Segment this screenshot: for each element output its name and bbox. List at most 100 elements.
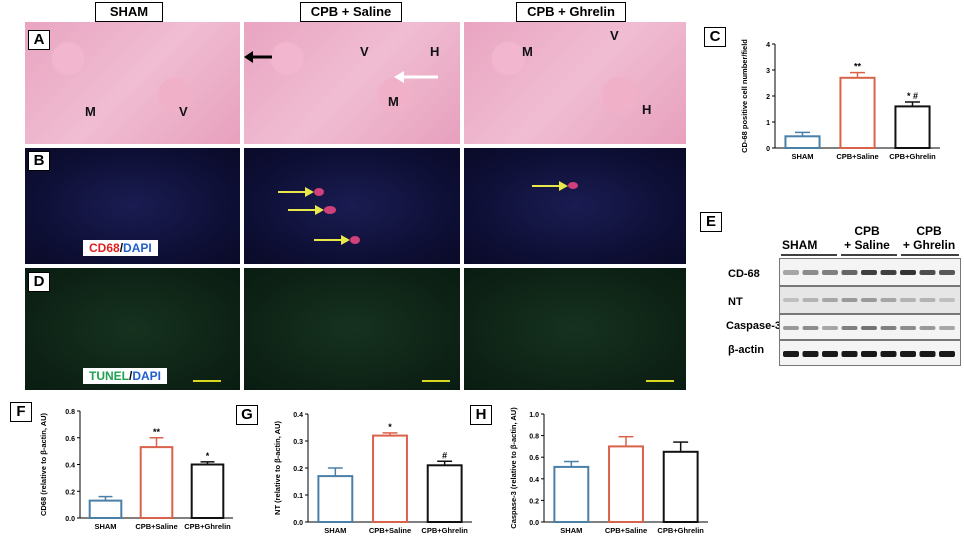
scale-bar bbox=[646, 380, 674, 382]
y-axis-label: NT (relative to β-actin, AU) bbox=[273, 421, 282, 515]
panel-label-c: C bbox=[704, 27, 726, 47]
chart-c: 0 1 2 3 4 SHAM ** CPB+Saline * # CPB+Ghrelin CD-68… bbox=[740, 39, 940, 161]
stain-tunel: TUNEL bbox=[89, 369, 129, 383]
chart-h: 0.0 0.2 0.4 0.6 0.8 1.0 SHAM CPB+Saline CPB+Ghre… bbox=[509, 407, 708, 535]
blot-band bbox=[841, 351, 858, 357]
marker-h: H bbox=[430, 44, 440, 59]
blot-band bbox=[802, 326, 819, 330]
stain-sep: / bbox=[129, 369, 133, 383]
x-tick-label: CPB+Ghrelin bbox=[184, 522, 231, 531]
blot-band bbox=[939, 270, 955, 275]
x-tick-label: CPB+Saline bbox=[369, 526, 411, 535]
blot-band bbox=[919, 351, 936, 357]
blot-bands bbox=[783, 270, 955, 357]
stain-label: TUNEL/DAPI bbox=[83, 368, 168, 384]
y-tick-label: 0.2 bbox=[529, 498, 539, 505]
y-tick-label: 0.6 bbox=[65, 436, 75, 443]
blot-band bbox=[783, 298, 799, 302]
significance-label: ** bbox=[854, 62, 862, 72]
blot-band bbox=[783, 270, 799, 275]
bar bbox=[426, 464, 463, 523]
blot-band bbox=[880, 298, 897, 302]
panel-label-h: H bbox=[470, 405, 492, 425]
y-tick-label: 0.0 bbox=[65, 516, 75, 523]
x-tick-label: CPB+Ghrelin bbox=[657, 526, 704, 535]
blot-band bbox=[861, 298, 877, 302]
marker-v: V bbox=[360, 44, 369, 59]
blot-band bbox=[919, 326, 936, 330]
marker-m: M bbox=[85, 104, 96, 119]
panel-label-g: G bbox=[236, 405, 258, 425]
chart-f: 0.0 0.2 0.4 0.6 0.8 SHAM ** CPB+Saline * CPB+Ghre… bbox=[39, 409, 233, 531]
blot-band bbox=[861, 270, 877, 275]
marker-v: V bbox=[179, 104, 188, 119]
x-tick-label: SHAM bbox=[560, 526, 582, 535]
y-tick-label: 1 bbox=[766, 120, 770, 127]
blot-row-label: CD-68 bbox=[728, 268, 760, 280]
bar bbox=[608, 445, 644, 523]
bar bbox=[662, 450, 699, 523]
header-cpb-saline: CPB + Saline bbox=[300, 2, 402, 22]
blot-band bbox=[802, 351, 819, 357]
y-axis-label: Caspase-3 (relative to β-actin, AU) bbox=[509, 407, 518, 529]
stain-label: CD68/DAPI bbox=[83, 240, 158, 256]
chart-g: 0.0 0.1 0.2 0.3 0.4 SHAM * CPB+Saline # CPB+Ghrel… bbox=[273, 412, 472, 535]
blot-band bbox=[880, 270, 897, 275]
blot-band bbox=[822, 270, 838, 275]
bar bbox=[839, 76, 876, 149]
blot-band bbox=[841, 270, 858, 275]
significance-label: * bbox=[206, 451, 210, 461]
blot-group-sham: SHAM bbox=[782, 238, 818, 252]
blot-band bbox=[861, 326, 877, 330]
blot-group-brackets bbox=[781, 254, 959, 256]
arrow-icon bbox=[288, 205, 324, 215]
arrow-icon bbox=[278, 187, 314, 197]
marker-h: H bbox=[642, 102, 652, 117]
stain-dapi: DAPI bbox=[123, 241, 152, 255]
bar bbox=[553, 465, 590, 523]
bar bbox=[190, 463, 225, 519]
y-tick-label: 0.3 bbox=[293, 439, 303, 446]
y-tick-label: 0.6 bbox=[529, 455, 539, 462]
y-tick-label: 0.0 bbox=[529, 520, 539, 527]
arrow-icon bbox=[314, 235, 350, 245]
y-tick-label: 3 bbox=[766, 68, 770, 75]
y-axis-label: CD68 (relative to β-actin, AU) bbox=[39, 412, 48, 516]
blot-band bbox=[900, 351, 916, 357]
scale-bar bbox=[422, 380, 450, 382]
scale-bar bbox=[193, 380, 221, 382]
x-tick-label: SHAM bbox=[94, 522, 116, 531]
blot-band bbox=[783, 351, 799, 357]
blot-band bbox=[880, 351, 897, 357]
tunel-ghrelin-panel bbox=[464, 268, 686, 390]
panel-label-d: D bbox=[28, 272, 50, 292]
x-tick-label: SHAM bbox=[324, 526, 346, 535]
y-tick-label: 2 bbox=[766, 94, 770, 101]
x-tick-label: CPB+Saline bbox=[135, 522, 177, 531]
tunel-sham-panel: TUNEL/DAPI bbox=[25, 268, 240, 390]
x-tick-label: SHAM bbox=[791, 152, 813, 161]
bar bbox=[139, 446, 174, 519]
y-tick-label: 0.4 bbox=[65, 463, 75, 470]
blot-row-label: NT bbox=[728, 296, 743, 308]
blot-band bbox=[939, 351, 955, 357]
blot-group-ghrelin-l1: CPB bbox=[916, 224, 942, 238]
blot-group-saline-l1: CPB bbox=[854, 224, 880, 238]
y-tick-label: 4 bbox=[766, 42, 770, 49]
blot-band bbox=[900, 326, 916, 330]
blot-group-ghrelin: CPB + Ghrelin bbox=[898, 224, 960, 252]
bar bbox=[317, 475, 354, 523]
blot-row-label: β-actin bbox=[728, 344, 765, 356]
stain-sep: / bbox=[119, 241, 124, 255]
cd68-positive-cell bbox=[568, 182, 578, 189]
panel-label-e: E bbox=[700, 212, 722, 232]
stain-cd68: CD68 bbox=[89, 241, 120, 255]
marker-v: V bbox=[610, 28, 619, 43]
cd68-positive-cell bbox=[324, 206, 336, 214]
cd68-positive-cell bbox=[350, 236, 360, 244]
stain-dapi: DAPI bbox=[132, 369, 162, 383]
blot-band bbox=[919, 298, 936, 302]
arrow-icon bbox=[244, 51, 272, 63]
cd68-sham-panel: CD68/DAPI bbox=[25, 148, 240, 264]
bar bbox=[784, 135, 821, 150]
